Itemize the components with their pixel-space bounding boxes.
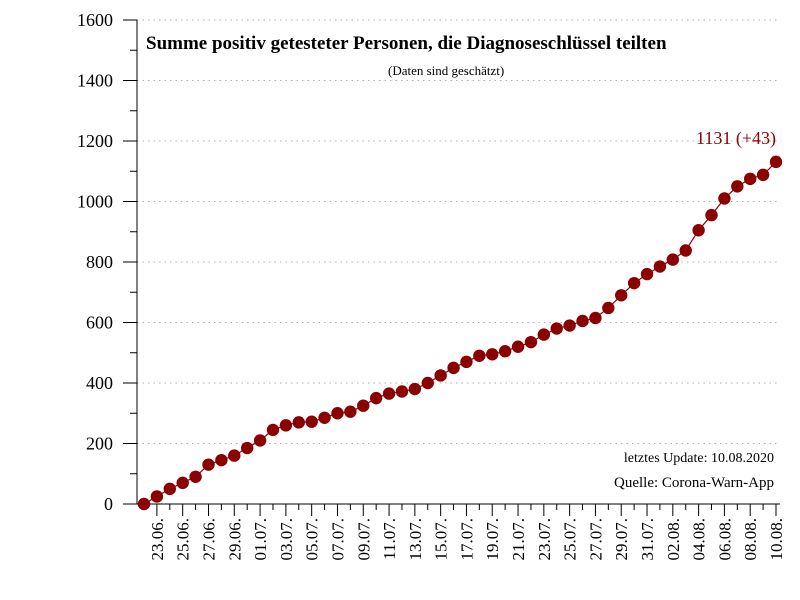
source-note: Quelle: Corona-Warn-App <box>614 475 774 491</box>
x-tick-label: 31.07. <box>638 518 657 561</box>
x-tick-label: 04.08. <box>690 518 709 561</box>
last-value-annotation: 1131 (+43) <box>696 128 776 148</box>
data-point <box>253 434 267 447</box>
x-tick-label: 05.07. <box>303 518 322 561</box>
data-point <box>563 319 576 332</box>
x-tick-label: 25.06. <box>174 518 193 561</box>
x-tick-label: 19.07. <box>483 518 502 561</box>
y-tick-label: 400 <box>86 373 113 393</box>
x-tick-label: 15.07. <box>432 518 451 561</box>
data-point <box>137 497 151 511</box>
x-tick-label: 11.07. <box>380 518 399 560</box>
data-point <box>550 322 563 335</box>
data-points <box>137 155 783 511</box>
data-point <box>395 385 409 398</box>
x-tick-label: 23.06. <box>148 518 167 561</box>
data-point <box>176 476 189 490</box>
x-tick-label: 23.07. <box>535 518 554 561</box>
data-point <box>756 168 770 182</box>
data-point <box>318 411 331 424</box>
data-point <box>460 355 473 369</box>
data-point <box>266 423 280 437</box>
data-point <box>473 349 486 362</box>
x-tick-label: 13.07. <box>406 518 425 561</box>
x-tick-label: 03.07. <box>277 518 296 561</box>
data-point <box>653 260 667 273</box>
x-tick-label: 10.08. <box>767 518 786 561</box>
data-point <box>228 449 241 462</box>
x-tick-label: 02.08. <box>664 518 683 561</box>
chart-subtitle: (Daten sind geschätzt) <box>388 63 505 78</box>
x-tick-label: 29.07. <box>612 518 631 561</box>
data-point <box>434 369 447 382</box>
data-point <box>447 361 460 375</box>
x-tick-label: 06.08. <box>715 518 734 561</box>
data-point <box>692 224 705 237</box>
grid-lines <box>137 19 780 444</box>
data-point <box>189 470 202 483</box>
data-point <box>202 458 215 471</box>
x-tick-label: 17.07. <box>457 518 476 561</box>
data-point <box>163 482 176 496</box>
x-tick-label: 07.07. <box>328 518 347 561</box>
y-tick-label: 1600 <box>77 10 113 30</box>
y-axis: 0 200 400 600 800 1000 1200 1400 1600 <box>77 10 138 514</box>
y-tick-label: 600 <box>86 313 113 333</box>
update-note: letztes Update: 10.08.2020 <box>623 451 774 466</box>
x-tick-label: 01.07. <box>251 518 270 561</box>
y-tick-label: 1200 <box>77 131 113 151</box>
data-point <box>718 192 731 205</box>
data-point <box>744 172 757 186</box>
y-tick-label: 1400 <box>77 71 113 91</box>
data-point <box>369 391 383 405</box>
data-point <box>705 208 718 222</box>
data-point <box>382 387 396 400</box>
x-tick-label: 29.06. <box>225 518 244 561</box>
x-tick-label: 27.07. <box>586 518 605 561</box>
x-tick-label: 27.06. <box>199 518 218 561</box>
data-point <box>215 453 228 467</box>
x-tick-label: 09.07. <box>354 518 373 561</box>
y-tick-label: 800 <box>86 252 113 272</box>
y-tick-label: 200 <box>86 434 113 454</box>
chart-title: Summe positiv getesteter Personen, die D… <box>146 33 667 54</box>
data-point <box>589 311 602 325</box>
data-point <box>666 253 680 266</box>
data-point <box>498 345 512 358</box>
x-axis: 23.06. 25.06. 27.06. 29.06. 01.07. 03.07. 05.0… <box>137 503 786 561</box>
data-point <box>292 416 305 429</box>
data-point <box>640 267 654 281</box>
data-point <box>305 415 318 428</box>
data-point <box>524 335 538 349</box>
data-point <box>627 276 641 290</box>
data-point <box>576 314 589 328</box>
y-tick-label: 1000 <box>77 192 113 212</box>
data-point <box>537 328 551 341</box>
y-tick-label: 0 <box>104 494 113 514</box>
data-point <box>357 399 370 412</box>
data-point <box>150 490 164 503</box>
data-point <box>240 441 254 455</box>
data-point <box>421 376 434 390</box>
x-tick-label: 25.07. <box>561 518 580 561</box>
data-point <box>331 407 344 420</box>
data-point <box>279 419 293 432</box>
data-point <box>769 155 783 169</box>
data-point <box>408 382 422 396</box>
data-point <box>731 180 744 193</box>
data-point <box>679 244 692 257</box>
data-point <box>344 405 357 418</box>
data-point <box>615 289 628 302</box>
data-point <box>602 301 615 315</box>
data-point <box>486 348 499 361</box>
x-tick-label: 21.07. <box>509 518 528 561</box>
x-tick-label: 08.08. <box>741 518 760 561</box>
data-point <box>511 340 525 353</box>
